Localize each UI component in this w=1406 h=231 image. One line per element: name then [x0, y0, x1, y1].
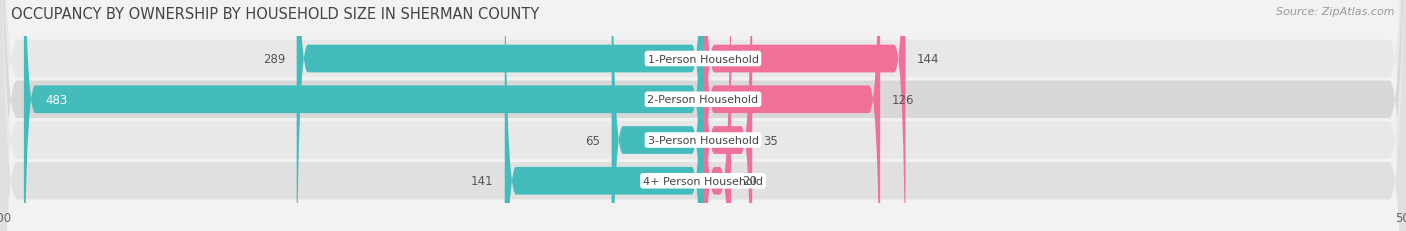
Text: 4+ Person Household: 4+ Person Household [643, 176, 763, 186]
Text: 289: 289 [263, 53, 285, 66]
FancyBboxPatch shape [505, 0, 703, 231]
Text: 126: 126 [891, 93, 914, 106]
Text: 144: 144 [917, 53, 939, 66]
Text: 3-Person Household: 3-Person Household [648, 135, 758, 145]
FancyBboxPatch shape [703, 0, 752, 231]
Text: OCCUPANCY BY OWNERSHIP BY HOUSEHOLD SIZE IN SHERMAN COUNTY: OCCUPANCY BY OWNERSHIP BY HOUSEHOLD SIZE… [11, 7, 540, 22]
FancyBboxPatch shape [297, 0, 703, 231]
Text: 483: 483 [45, 93, 67, 106]
Text: Source: ZipAtlas.com: Source: ZipAtlas.com [1277, 7, 1395, 17]
FancyBboxPatch shape [703, 0, 880, 231]
FancyBboxPatch shape [24, 0, 703, 231]
Text: 35: 35 [763, 134, 778, 147]
FancyBboxPatch shape [612, 0, 703, 231]
FancyBboxPatch shape [703, 0, 905, 231]
Text: 65: 65 [585, 134, 600, 147]
FancyBboxPatch shape [703, 0, 731, 231]
Text: 1-Person Household: 1-Person Household [648, 54, 758, 64]
Text: 20: 20 [742, 174, 758, 187]
Text: 2-Person Household: 2-Person Household [647, 95, 759, 105]
Text: 141: 141 [471, 174, 494, 187]
